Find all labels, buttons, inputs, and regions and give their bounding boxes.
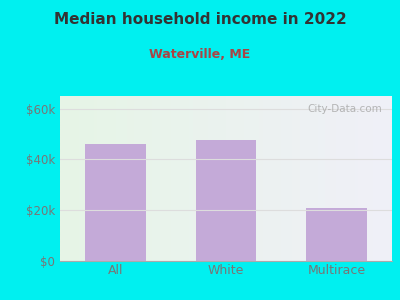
- Text: Waterville, ME: Waterville, ME: [149, 48, 251, 61]
- Text: Median household income in 2022: Median household income in 2022: [54, 12, 346, 27]
- Bar: [306, 208, 367, 261]
- Text: City-Data.com: City-Data.com: [307, 104, 382, 114]
- Bar: [196, 140, 256, 261]
- Bar: [85, 144, 146, 261]
